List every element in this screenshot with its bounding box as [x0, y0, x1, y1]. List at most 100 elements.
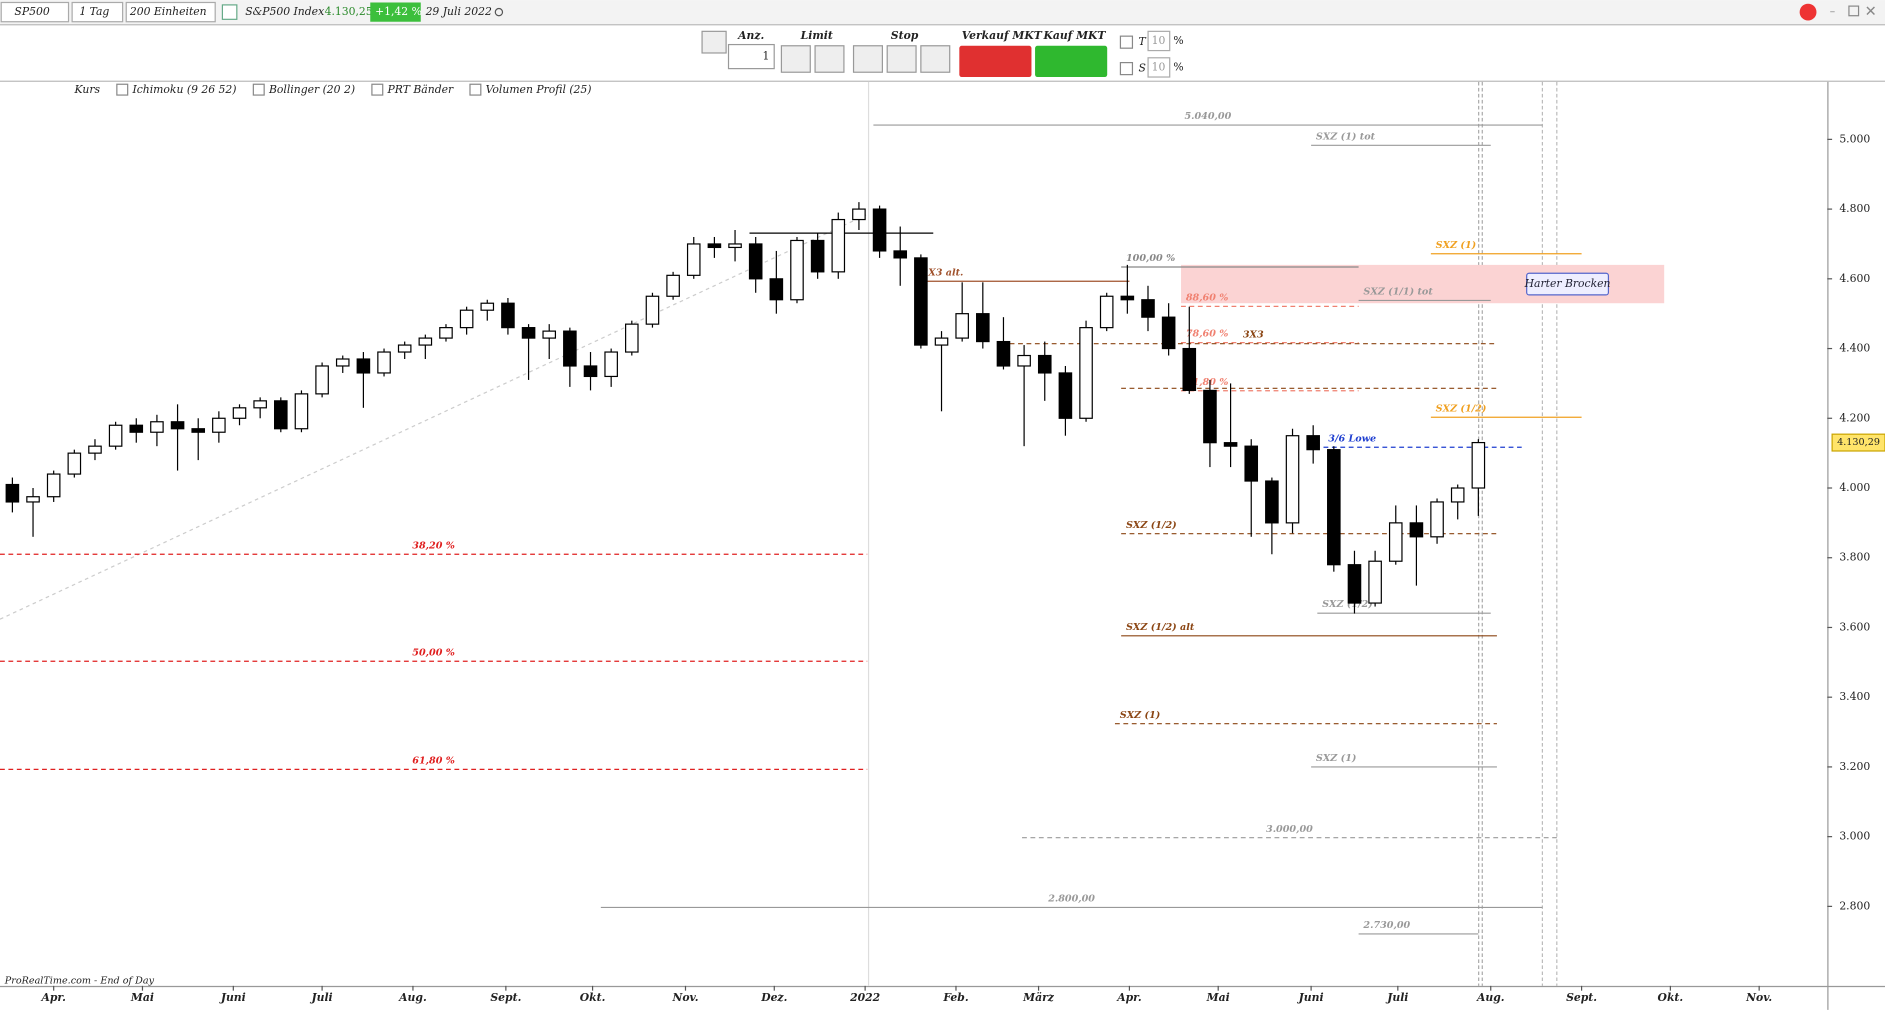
candle-body	[232, 407, 247, 419]
candle-body	[191, 428, 206, 433]
units-select[interactable]	[125, 1, 216, 23]
candle-body	[790, 239, 804, 301]
candle-body	[1079, 327, 1093, 419]
indicator-checkbox[interactable]	[469, 83, 482, 96]
refresh[interactable]	[1799, 3, 1817, 21]
footer: ProRealTime.com - End of Day	[4, 976, 155, 987]
stop-3[interactable]	[920, 45, 951, 73]
t-percent: %	[1173, 34, 1183, 47]
symbol-select[interactable]	[0, 1, 70, 23]
candle-body	[893, 250, 908, 259]
candle-body	[1368, 560, 1382, 604]
info-button[interactable]	[221, 4, 238, 20]
candle-body	[645, 295, 660, 325]
candle-body	[108, 424, 123, 447]
candle-body	[459, 309, 474, 329]
candle-body	[1327, 449, 1341, 566]
sell-label: Verkauf MKT	[962, 29, 1043, 42]
x-tick-label: Nov.	[671, 991, 698, 1004]
candle-body	[769, 278, 784, 301]
y-tick-label: 3.600	[1839, 620, 1870, 633]
x-tick-label: Sept.	[1566, 991, 1597, 1004]
indicator-label: Volumen Profil (25)	[486, 83, 592, 96]
candle-body	[377, 351, 391, 374]
candle-body	[356, 358, 371, 374]
level-label: 3/6 Lowe	[1328, 433, 1376, 444]
level-label: 61,80 %	[1186, 377, 1229, 388]
buy-button[interactable]	[1035, 45, 1108, 78]
candle-body	[831, 218, 846, 273]
candle-body	[976, 313, 990, 343]
candle-body	[583, 365, 598, 378]
x-tick-label: Mai	[1206, 991, 1230, 1004]
x-tick-label: 2022	[849, 991, 881, 1004]
level-label: 78,60 %	[1186, 329, 1229, 340]
candle-body	[1120, 295, 1135, 301]
level-label: SXZ (1)	[1120, 710, 1161, 721]
symbol: SP500	[14, 5, 49, 18]
level-label: 3X3 alt.	[922, 267, 964, 278]
candle-body	[67, 452, 82, 475]
y-tick-label: 5.000	[1839, 132, 1870, 145]
indicator-checkbox[interactable]	[116, 83, 129, 96]
x-tick-label: Okt.	[580, 991, 606, 1004]
candle-body	[1244, 445, 1259, 482]
limit-label: Limit	[800, 29, 833, 42]
candle-body	[872, 208, 887, 252]
sell-button[interactable]	[959, 45, 1032, 78]
candle-body	[604, 351, 618, 378]
change: +1,42 %	[375, 5, 422, 18]
candle-body	[563, 330, 577, 367]
y-tick-label: 2.800	[1839, 899, 1870, 912]
s-checkbox[interactable]	[1119, 62, 1134, 76]
level-label: 38,20 %	[412, 540, 455, 551]
level-label: SXZ (1/2)	[1126, 520, 1177, 531]
x-tick-label: Apr.	[1116, 991, 1141, 1004]
s-label: S	[1138, 62, 1145, 75]
x-tick-label: Nov.	[1745, 991, 1772, 1004]
indicator-bar: Kurs Ichimoku (9 26 52) Bollinger (20 2) PR…	[74, 83, 592, 96]
stop-2[interactable]	[886, 45, 917, 73]
stop-1[interactable]	[852, 45, 883, 73]
limit-buy[interactable]	[814, 45, 845, 73]
y-tick-label: 4.000	[1839, 481, 1870, 494]
candle-body	[934, 337, 949, 346]
candle-body	[1203, 389, 1217, 444]
level-label: SXZ (1) tot	[1316, 131, 1376, 142]
indicator-label: PRT Bänder	[387, 83, 454, 96]
x-tick-label: Aug.	[1476, 991, 1505, 1004]
indicator-label: Bollinger (20 2)	[268, 83, 355, 96]
minimize[interactable]: –	[1830, 5, 1835, 18]
x-tick-label: Juli	[310, 991, 333, 1004]
candle-body	[1306, 435, 1320, 451]
candle-body	[170, 421, 185, 430]
s-percent: %	[1173, 60, 1183, 73]
trend-line	[0, 213, 869, 620]
period-select[interactable]	[71, 1, 124, 23]
candle-body	[212, 417, 226, 433]
x-tick-label: Okt.	[1658, 991, 1684, 1004]
candle-body	[728, 243, 742, 249]
level-label: 2.730,00	[1362, 920, 1410, 931]
period: 1 Tag	[79, 5, 109, 18]
y-tick-label: 4.800	[1839, 202, 1870, 215]
x-tick-label: Sept.	[490, 991, 521, 1004]
y-tick-label: 4.400	[1839, 342, 1870, 355]
level-label: 50,00 %	[412, 647, 455, 658]
candle-body	[1347, 564, 1362, 604]
indicator-checkbox[interactable]	[371, 83, 384, 96]
close[interactable]: ✕	[1865, 4, 1877, 20]
t-value: 10	[1152, 34, 1166, 47]
indicator-checkbox[interactable]	[252, 83, 265, 96]
stop-label: Stop	[891, 29, 919, 42]
level-label: SXZ (1/2) alt	[1126, 622, 1195, 633]
indicator-label: Kurs	[74, 83, 101, 96]
candle-body	[1017, 354, 1031, 367]
wrench-button[interactable]	[701, 30, 727, 54]
limit-sell[interactable]	[780, 45, 811, 73]
candle-body	[439, 327, 453, 339]
t-checkbox[interactable]	[1119, 35, 1134, 49]
maximize[interactable]	[1848, 5, 1860, 17]
qty-input[interactable]	[727, 43, 775, 70]
